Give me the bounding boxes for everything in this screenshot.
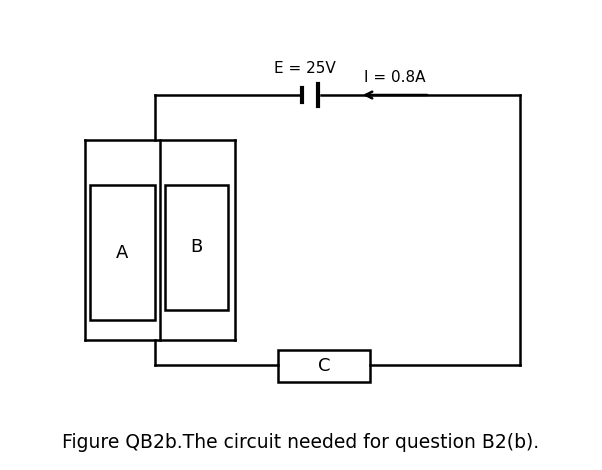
- Text: B: B: [190, 238, 203, 257]
- Bar: [165, 185, 228, 310]
- Bar: [278, 350, 370, 382]
- Text: E = 25V: E = 25V: [274, 61, 336, 76]
- Bar: [90, 185, 155, 320]
- Text: A: A: [116, 243, 129, 261]
- Text: C: C: [318, 357, 330, 375]
- Text: Figure QB2b.The circuit needed for question B2(b).: Figure QB2b.The circuit needed for quest…: [63, 432, 539, 452]
- Text: I = 0.8A: I = 0.8A: [364, 70, 425, 85]
